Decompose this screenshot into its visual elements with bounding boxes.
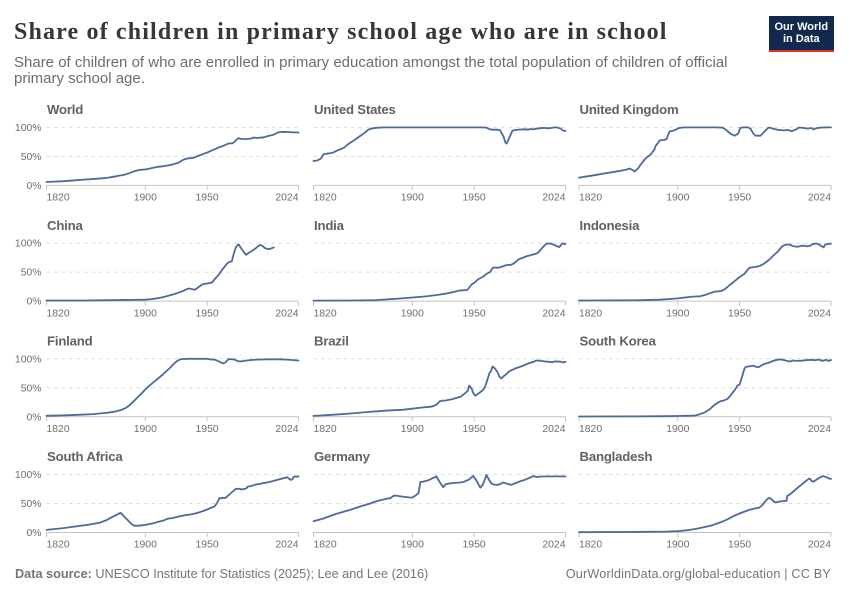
svg-text:1900: 1900	[134, 193, 157, 204]
svg-text:2024: 2024	[808, 308, 831, 319]
svg-text:1820: 1820	[579, 308, 602, 319]
svg-text:2024: 2024	[542, 540, 565, 551]
svg-text:1900: 1900	[401, 308, 424, 319]
svg-text:Germany: Germany	[314, 449, 371, 464]
svg-text:Brazil: Brazil	[314, 334, 349, 349]
svg-text:Indonesia: Indonesia	[580, 218, 641, 233]
svg-text:1820: 1820	[314, 540, 337, 551]
svg-text:2024: 2024	[808, 540, 831, 551]
svg-text:1950: 1950	[728, 424, 751, 435]
svg-text:1820: 1820	[47, 193, 70, 204]
svg-text:United States: United States	[314, 102, 396, 117]
svg-text:1820: 1820	[579, 540, 602, 551]
svg-text:1950: 1950	[463, 540, 486, 551]
svg-text:1900: 1900	[666, 424, 689, 435]
svg-text:1950: 1950	[728, 540, 751, 551]
svg-text:2024: 2024	[808, 193, 831, 204]
svg-text:100%: 100%	[15, 470, 42, 481]
svg-text:1900: 1900	[666, 540, 689, 551]
svg-text:2024: 2024	[275, 424, 298, 435]
svg-text:1820: 1820	[314, 308, 337, 319]
svg-text:World: World	[47, 102, 83, 117]
svg-text:1820: 1820	[47, 540, 70, 551]
svg-text:0%: 0%	[26, 181, 41, 192]
svg-text:China: China	[47, 218, 83, 233]
svg-text:1900: 1900	[401, 540, 424, 551]
svg-text:1820: 1820	[314, 193, 337, 204]
svg-text:1950: 1950	[196, 540, 219, 551]
svg-text:2024: 2024	[275, 540, 298, 551]
svg-text:2024: 2024	[542, 193, 565, 204]
svg-text:1950: 1950	[196, 424, 219, 435]
svg-text:1900: 1900	[401, 193, 424, 204]
svg-text:1820: 1820	[579, 424, 602, 435]
svg-text:1950: 1950	[196, 308, 219, 319]
svg-text:0%: 0%	[26, 297, 41, 308]
svg-text:1820: 1820	[47, 424, 70, 435]
svg-text:1900: 1900	[134, 540, 157, 551]
svg-text:1900: 1900	[134, 424, 157, 435]
svg-text:South Africa: South Africa	[47, 449, 123, 464]
svg-text:2024: 2024	[275, 308, 298, 319]
svg-text:0%: 0%	[26, 528, 41, 539]
svg-text:2024: 2024	[542, 308, 565, 319]
svg-text:100%: 100%	[15, 239, 42, 250]
svg-text:50%: 50%	[21, 268, 42, 279]
svg-text:2024: 2024	[808, 424, 831, 435]
svg-text:Bangladesh: Bangladesh	[580, 449, 653, 464]
svg-text:1950: 1950	[463, 193, 486, 204]
svg-text:2024: 2024	[275, 193, 298, 204]
svg-text:1950: 1950	[463, 308, 486, 319]
svg-text:2024: 2024	[542, 424, 565, 435]
svg-text:1950: 1950	[463, 424, 486, 435]
svg-text:1900: 1900	[666, 193, 689, 204]
svg-text:United Kingdom: United Kingdom	[580, 102, 679, 117]
svg-text:1950: 1950	[196, 193, 219, 204]
svg-text:50%: 50%	[21, 152, 42, 163]
svg-text:1820: 1820	[314, 424, 337, 435]
svg-text:0%: 0%	[26, 412, 41, 423]
svg-text:50%: 50%	[21, 383, 42, 394]
svg-text:1900: 1900	[666, 308, 689, 319]
svg-text:1820: 1820	[579, 193, 602, 204]
svg-text:South Korea: South Korea	[580, 334, 657, 349]
svg-text:1950: 1950	[728, 308, 751, 319]
svg-text:1950: 1950	[728, 193, 751, 204]
svg-text:100%: 100%	[15, 354, 42, 365]
svg-text:India: India	[314, 218, 345, 233]
svg-text:Finland: Finland	[47, 334, 93, 349]
svg-text:50%: 50%	[21, 499, 42, 510]
svg-text:1820: 1820	[47, 308, 70, 319]
svg-text:1900: 1900	[134, 308, 157, 319]
svg-text:1900: 1900	[401, 424, 424, 435]
svg-text:100%: 100%	[15, 123, 42, 134]
